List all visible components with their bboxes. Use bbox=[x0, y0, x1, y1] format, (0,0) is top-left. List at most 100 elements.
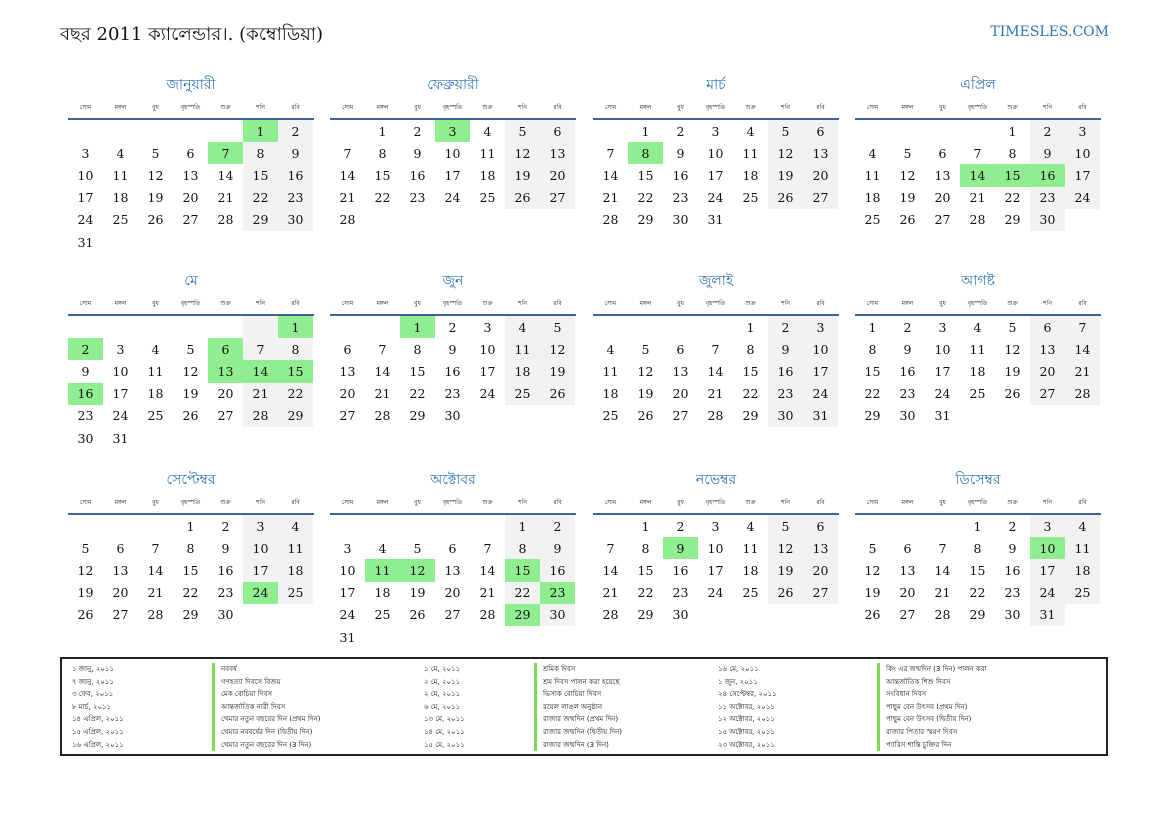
month-block: অক্টোবর সোম মঙ্গল বুধ বৃহস্পতি শুক্র শনি রবি 1 2 3… bbox=[330, 467, 576, 648]
month-name: নভেম্বর bbox=[695, 472, 737, 488]
day-cell: 14 bbox=[934, 562, 951, 578]
empty-cell bbox=[593, 515, 628, 537]
day-cell: 4 bbox=[973, 319, 982, 335]
day-cell: 12 bbox=[182, 363, 199, 379]
day-cell: 26 bbox=[864, 607, 881, 623]
legend-col-desc-3: কিং এর জন্মদিন (3 দিন) পালন করা আন্তর্জাত… bbox=[877, 663, 987, 752]
weekday-label: শুক্র bbox=[745, 499, 756, 506]
empty-cell bbox=[365, 515, 400, 537]
day-cell: 10 bbox=[444, 145, 461, 161]
day-cell: 9 bbox=[1008, 540, 1017, 556]
day-cell: 17 bbox=[934, 363, 951, 379]
day-cell: 31 bbox=[1030, 603, 1065, 626]
day-cell: 25 bbox=[479, 190, 496, 206]
day-cell: 30 bbox=[899, 408, 916, 424]
weekday-label: বৃহস্পতি bbox=[180, 104, 201, 111]
day-cell: 13 bbox=[540, 142, 575, 165]
weekday-label: বৃহস্পতি bbox=[442, 300, 463, 307]
empty-cell bbox=[68, 316, 103, 338]
day-cell: 7 bbox=[243, 338, 278, 361]
day-cell: 12 bbox=[768, 537, 803, 560]
day-cell: 9 bbox=[448, 341, 457, 357]
day-cell: 29 bbox=[409, 408, 426, 424]
day-cell: 24 bbox=[1030, 581, 1065, 604]
weekday-label: শুক্র bbox=[482, 300, 493, 307]
day-cell: 30 bbox=[278, 208, 313, 231]
empty-cell bbox=[330, 515, 365, 537]
day-cell: 13 bbox=[899, 562, 916, 578]
legend-col-dates-1: ১ জানু, ২০১১ ৭ জানু, ২০১১ ৩ ফেব, ২০১১ ৮ মার… bbox=[72, 663, 124, 751]
empty-cell bbox=[68, 120, 103, 142]
month-days: 1 2 3 4 5 6 7 8 9 10 11 12 13 14 15 16 17 18 19 20 21 22 23 24 2… bbox=[68, 316, 314, 449]
weekday-label: শনি bbox=[518, 300, 527, 307]
day-cell: 21 bbox=[934, 585, 951, 601]
day-cell: 28 bbox=[147, 607, 164, 623]
empty-cell bbox=[330, 120, 365, 142]
holiday-day-cell: 15 bbox=[278, 360, 313, 383]
day-cell: 14 bbox=[339, 167, 356, 183]
legend-description: আন্তর্জাতিক শিশু দিবস bbox=[877, 675, 987, 689]
day-cell: 19 bbox=[864, 585, 881, 601]
holiday-day-cell: 1 bbox=[243, 120, 278, 143]
legend-date: ৮ মার্চ, ২০১১ bbox=[72, 702, 112, 711]
day-cell: 26 bbox=[505, 186, 540, 209]
day-cell: 3 bbox=[938, 319, 947, 335]
weekday-label: বুধ bbox=[939, 499, 946, 506]
legend-date: ১৫ অক্টোবর, ২০১১ bbox=[718, 727, 775, 736]
weekday-label: শনি bbox=[256, 499, 265, 506]
day-cell: 24 bbox=[1065, 186, 1100, 209]
holiday-day-cell: 7 bbox=[208, 142, 243, 165]
day-cell: 1 bbox=[641, 123, 650, 139]
day-cell: 1 bbox=[746, 319, 755, 335]
day-cell: 16 bbox=[672, 562, 689, 578]
day-cell: 28 bbox=[243, 404, 278, 427]
legend-description: খেমার নতুন বছরের দিন (3 দিন) bbox=[212, 738, 320, 752]
day-cell: 20 bbox=[217, 386, 234, 402]
day-cell: 9 bbox=[768, 338, 803, 361]
day-cell: 27 bbox=[339, 408, 356, 424]
day-cell: 5 bbox=[81, 540, 90, 556]
weekday-label: বৃহস্পতি bbox=[180, 300, 201, 307]
empty-cell bbox=[243, 316, 278, 339]
weekday-label: শনি bbox=[1043, 499, 1052, 506]
day-cell: 30 bbox=[672, 212, 689, 228]
weekday-header: সোম মঙ্গল বুধ বৃহস্পতি শুক্র শনি রবি bbox=[593, 98, 839, 120]
day-cell: 4 bbox=[505, 316, 540, 339]
day-cell: 9 bbox=[1030, 142, 1065, 165]
weekday-label: শুক্র bbox=[745, 104, 756, 111]
day-cell: 29 bbox=[742, 408, 759, 424]
weekday-label: বুধ bbox=[152, 300, 159, 307]
weekday-label: বৃহস্পতি bbox=[705, 104, 726, 111]
day-cell: 23 bbox=[768, 382, 803, 405]
day-cell: 15 bbox=[637, 562, 654, 578]
day-cell: 4 bbox=[378, 540, 387, 556]
day-cell: 3 bbox=[343, 540, 352, 556]
holiday-day-cell: 15 bbox=[995, 164, 1030, 187]
month-name: আগষ্ট bbox=[961, 273, 995, 289]
day-cell: 8 bbox=[868, 341, 877, 357]
day-cell: 2 bbox=[1008, 518, 1017, 534]
day-cell: 15 bbox=[969, 562, 986, 578]
day-cell: 13 bbox=[339, 363, 356, 379]
weekday-label: বুধ bbox=[939, 300, 946, 307]
day-cell: 25 bbox=[602, 408, 619, 424]
day-cell: 20 bbox=[934, 190, 951, 206]
site-link[interactable]: TIMESLES.COM bbox=[990, 24, 1109, 40]
day-cell: 5 bbox=[868, 540, 877, 556]
day-cell: 19 bbox=[637, 386, 654, 402]
day-cell: 29 bbox=[864, 408, 881, 424]
day-cell: 14 bbox=[147, 562, 164, 578]
day-cell: 14 bbox=[602, 167, 619, 183]
weekday-label: শুক্র bbox=[482, 499, 493, 506]
day-cell: 8 bbox=[378, 145, 387, 161]
day-cell: 20 bbox=[444, 585, 461, 601]
legend-description: ভিসাক বোচিয়া দিবস bbox=[534, 688, 622, 701]
day-cell: 10 bbox=[707, 145, 724, 161]
month-block: মার্চ সোম মঙ্গল বুধ বৃহস্পতি শুক্র শনি রবি 1 2 3 4 5… bbox=[593, 72, 839, 231]
day-cell: 16 bbox=[768, 360, 803, 383]
day-cell: 29 bbox=[243, 208, 278, 231]
day-cell: 18 bbox=[742, 562, 759, 578]
day-cell: 11 bbox=[742, 145, 759, 161]
day-cell: 10 bbox=[479, 341, 496, 357]
weekday-label: রবি bbox=[553, 104, 562, 111]
